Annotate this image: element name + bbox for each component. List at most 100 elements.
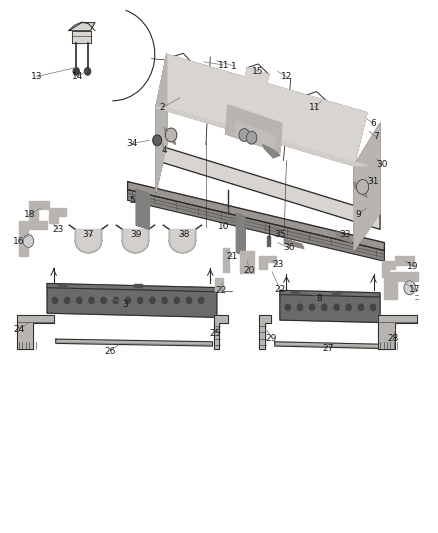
Circle shape — [23, 235, 34, 247]
Circle shape — [52, 297, 57, 304]
Polygon shape — [237, 214, 245, 256]
Text: 23: 23 — [52, 225, 64, 234]
Polygon shape — [215, 278, 223, 292]
Circle shape — [334, 304, 339, 311]
Circle shape — [310, 304, 315, 311]
Circle shape — [85, 68, 91, 75]
Polygon shape — [170, 229, 195, 253]
Circle shape — [64, 297, 70, 304]
Text: 22: 22 — [215, 286, 227, 295]
Polygon shape — [280, 295, 380, 322]
Text: 28: 28 — [387, 334, 399, 343]
Polygon shape — [223, 248, 229, 272]
Circle shape — [174, 297, 180, 304]
Polygon shape — [136, 190, 149, 229]
Circle shape — [77, 297, 82, 304]
Circle shape — [101, 297, 106, 304]
Text: 20: 20 — [244, 266, 255, 274]
Text: 29: 29 — [265, 334, 277, 343]
Text: 31: 31 — [368, 177, 379, 186]
Polygon shape — [56, 339, 212, 346]
Circle shape — [285, 304, 290, 311]
Text: 2: 2 — [159, 103, 165, 112]
Text: 12: 12 — [281, 72, 292, 81]
Polygon shape — [385, 272, 418, 300]
Text: 3: 3 — [123, 300, 128, 309]
Text: 26: 26 — [105, 347, 116, 356]
Polygon shape — [75, 229, 102, 253]
Polygon shape — [336, 232, 352, 243]
Text: 38: 38 — [178, 230, 190, 239]
Text: 9: 9 — [355, 210, 361, 219]
Circle shape — [371, 304, 376, 311]
Text: 10: 10 — [218, 222, 229, 231]
Text: 19: 19 — [407, 262, 418, 271]
Text: 37: 37 — [83, 230, 94, 239]
Circle shape — [166, 128, 177, 142]
Polygon shape — [395, 256, 414, 265]
Polygon shape — [122, 229, 148, 253]
Text: 23: 23 — [272, 261, 283, 269]
Polygon shape — [127, 190, 385, 261]
Polygon shape — [19, 221, 47, 256]
Polygon shape — [245, 68, 269, 84]
Polygon shape — [58, 284, 66, 287]
Polygon shape — [354, 182, 367, 198]
Polygon shape — [156, 54, 367, 166]
Circle shape — [138, 297, 143, 304]
Circle shape — [125, 297, 131, 304]
Polygon shape — [304, 95, 328, 112]
Polygon shape — [267, 236, 270, 246]
Text: 11: 11 — [218, 61, 229, 69]
Circle shape — [150, 297, 155, 304]
Circle shape — [113, 297, 118, 304]
Polygon shape — [234, 120, 276, 150]
Text: 36: 36 — [283, 244, 294, 253]
Text: 35: 35 — [274, 230, 286, 239]
Polygon shape — [284, 239, 304, 248]
Polygon shape — [291, 291, 299, 294]
Polygon shape — [29, 201, 49, 221]
Polygon shape — [378, 316, 417, 349]
Polygon shape — [49, 208, 66, 223]
Circle shape — [247, 131, 257, 144]
Text: 30: 30 — [376, 160, 388, 169]
Text: 21: 21 — [226, 253, 238, 262]
Circle shape — [357, 180, 369, 195]
Text: 15: 15 — [252, 67, 264, 76]
Text: 22: 22 — [274, 285, 286, 294]
Circle shape — [89, 297, 94, 304]
Text: 6: 6 — [371, 119, 376, 128]
Polygon shape — [127, 182, 385, 251]
Polygon shape — [156, 108, 367, 166]
Text: 25: 25 — [209, 329, 220, 338]
Polygon shape — [17, 316, 53, 349]
Circle shape — [404, 281, 415, 295]
Text: 14: 14 — [72, 72, 83, 81]
Text: 27: 27 — [322, 344, 333, 353]
Circle shape — [346, 304, 351, 311]
Circle shape — [198, 297, 204, 304]
Text: 7: 7 — [373, 132, 378, 141]
Text: 5: 5 — [129, 196, 135, 205]
Polygon shape — [354, 123, 380, 251]
Circle shape — [162, 297, 167, 304]
Polygon shape — [156, 144, 380, 229]
Polygon shape — [156, 54, 167, 192]
Polygon shape — [214, 316, 228, 349]
Polygon shape — [259, 256, 276, 269]
Text: 16: 16 — [13, 237, 25, 246]
Polygon shape — [72, 30, 92, 43]
Text: 24: 24 — [13, 325, 25, 334]
Text: 34: 34 — [126, 139, 138, 148]
Text: 33: 33 — [339, 230, 351, 239]
Text: 13: 13 — [31, 72, 42, 81]
Circle shape — [239, 128, 250, 141]
Polygon shape — [262, 144, 280, 158]
Text: 17: 17 — [409, 285, 420, 294]
Circle shape — [186, 297, 191, 304]
Polygon shape — [47, 284, 217, 292]
Circle shape — [297, 304, 303, 311]
Text: 39: 39 — [131, 230, 142, 239]
Polygon shape — [226, 105, 282, 152]
